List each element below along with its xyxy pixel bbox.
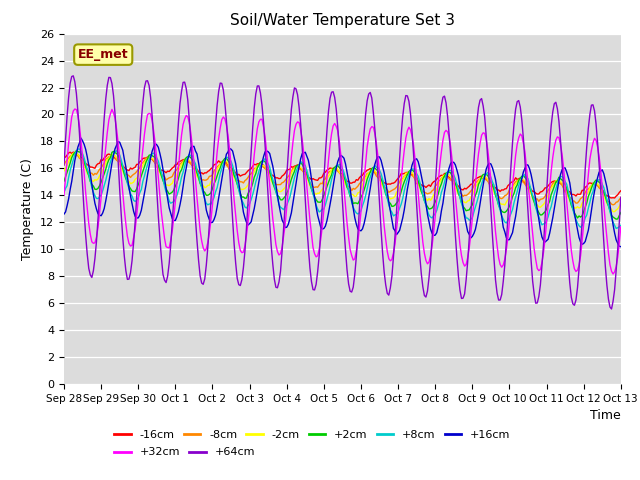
-16cm	[60, 155, 68, 161]
-8cm	[379, 181, 387, 187]
+32cm	[609, 271, 617, 277]
+16cm	[617, 244, 625, 250]
-16cm	[410, 173, 417, 179]
Line: -16cm: -16cm	[64, 152, 621, 198]
Line: +64cm: +64cm	[64, 76, 621, 309]
-8cm	[617, 195, 625, 201]
+2cm	[165, 191, 173, 197]
-2cm	[550, 182, 558, 188]
-2cm	[71, 150, 79, 156]
-8cm	[60, 162, 68, 168]
+32cm	[60, 192, 68, 198]
-8cm	[550, 179, 558, 185]
+2cm	[410, 168, 417, 174]
Line: -2cm: -2cm	[64, 153, 621, 212]
+64cm	[608, 306, 616, 312]
+16cm	[379, 164, 387, 169]
-2cm	[410, 172, 417, 178]
+2cm	[72, 148, 80, 154]
-8cm	[397, 176, 405, 182]
+2cm	[617, 210, 625, 216]
-8cm	[77, 156, 85, 162]
+32cm	[77, 138, 85, 144]
-2cm	[165, 183, 173, 189]
-2cm	[617, 200, 625, 206]
+8cm	[617, 223, 625, 228]
+64cm	[165, 261, 173, 266]
+16cm	[550, 205, 558, 211]
+2cm	[612, 216, 620, 222]
-8cm	[609, 202, 617, 208]
+8cm	[410, 166, 417, 172]
Y-axis label: Temperature (C): Temperature (C)	[22, 158, 35, 260]
-2cm	[60, 168, 68, 174]
+32cm	[617, 224, 625, 230]
+64cm	[60, 162, 68, 168]
+64cm	[617, 194, 625, 200]
+16cm	[76, 140, 83, 146]
+16cm	[165, 205, 173, 211]
+2cm	[550, 183, 558, 189]
+8cm	[397, 201, 405, 207]
Text: EE_met: EE_met	[78, 48, 129, 61]
+8cm	[379, 176, 387, 182]
-16cm	[611, 195, 618, 201]
-2cm	[379, 183, 387, 189]
Legend: +32cm, +64cm: +32cm, +64cm	[114, 447, 255, 457]
-16cm	[617, 188, 625, 194]
+64cm	[397, 132, 405, 138]
+8cm	[76, 146, 83, 152]
+2cm	[77, 150, 85, 156]
+64cm	[379, 250, 387, 256]
+8cm	[165, 198, 173, 204]
+8cm	[550, 191, 558, 196]
-8cm	[165, 175, 173, 181]
Line: +32cm: +32cm	[64, 109, 621, 274]
-16cm	[165, 168, 173, 174]
-16cm	[550, 178, 558, 184]
-16cm	[77, 154, 85, 160]
Line: +2cm: +2cm	[64, 151, 621, 219]
+2cm	[60, 178, 68, 184]
+32cm	[397, 177, 405, 182]
+16cm	[397, 221, 405, 227]
Line: -8cm: -8cm	[64, 155, 621, 205]
Title: Soil/Water Temperature Set 3: Soil/Water Temperature Set 3	[230, 13, 455, 28]
-16cm	[397, 171, 405, 177]
+32cm	[410, 143, 417, 148]
-2cm	[77, 156, 85, 162]
+32cm	[550, 144, 558, 150]
+64cm	[550, 101, 558, 107]
+64cm	[69, 73, 77, 79]
+32cm	[71, 106, 79, 112]
+16cm	[60, 211, 68, 217]
+32cm	[379, 207, 387, 213]
+16cm	[410, 158, 417, 164]
+2cm	[397, 189, 405, 194]
+32cm	[165, 245, 173, 251]
-2cm	[609, 209, 617, 215]
+64cm	[77, 157, 85, 163]
+8cm	[612, 226, 620, 231]
+64cm	[410, 151, 417, 157]
+8cm	[60, 190, 68, 195]
+8cm	[77, 148, 85, 154]
-2cm	[397, 180, 405, 186]
-16cm	[379, 178, 387, 184]
-8cm	[71, 152, 79, 157]
-16cm	[69, 149, 77, 155]
Line: +16cm: +16cm	[64, 138, 621, 247]
X-axis label: Time: Time	[590, 409, 621, 422]
Line: +8cm: +8cm	[64, 149, 621, 228]
-8cm	[410, 174, 417, 180]
+16cm	[77, 135, 85, 141]
+2cm	[379, 180, 387, 185]
